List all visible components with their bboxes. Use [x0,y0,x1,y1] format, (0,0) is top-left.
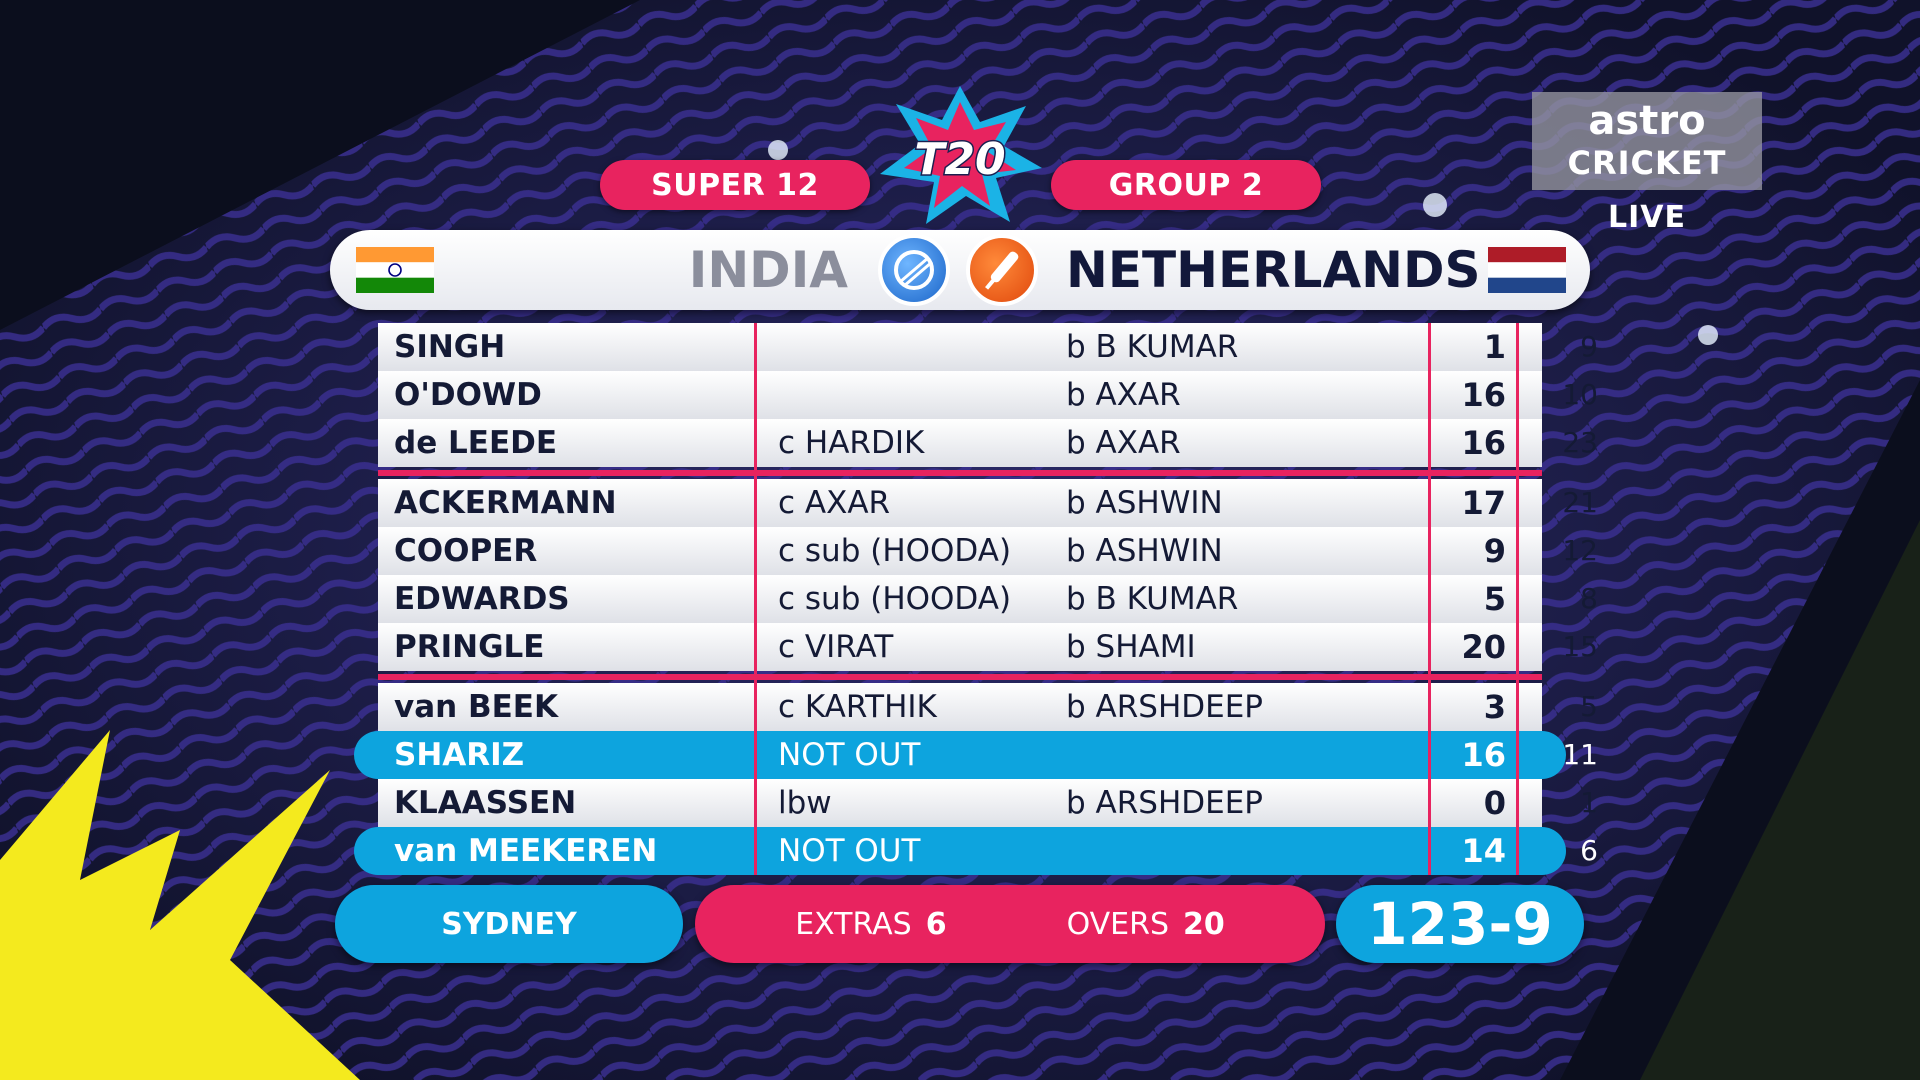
bowler: b ASHWIN [1066,533,1223,569]
runs: 16 [1461,424,1506,462]
batter-row: SINGH b B KUMAR 1 9 [378,323,1598,371]
column-divider [754,323,757,875]
dismissal: c KARTHIK [778,689,937,725]
group-separator [378,467,1542,479]
runs: 20 [1461,628,1506,666]
batter-row: PRINGLE c VIRAT b SHAMI 20 15 [378,623,1598,671]
stage-pill: SUPER 12 [600,160,870,210]
netherlands-team-badge-icon [966,234,1038,306]
broadcaster-brand: astro [1588,98,1706,144]
balls: 8 [1580,582,1598,615]
bowler: b ARSHDEEP [1066,785,1264,821]
venue-pill: SYDNEY [335,885,683,963]
batter-row: de LEEDE c HARDIK b AXAR 16 23 [378,419,1598,467]
team-name-netherlands: NETHERLANDS [1066,241,1481,299]
batter-row: EDWARDS c sub (HOODA) b B KUMAR 5 8 [378,575,1598,623]
broadcaster-channel: CRICKET [1567,144,1727,182]
balls: 21 [1562,486,1598,519]
batter-name: PRINGLE [394,629,545,665]
runs: 3 [1483,688,1506,726]
bowler: b B KUMAR [1066,329,1239,365]
dismissal: c AXAR [778,485,891,521]
bowler: b AXAR [1066,377,1181,413]
broadcaster-bug: astro CRICKET LIVE [1532,92,1762,235]
column-divider [1428,323,1431,875]
batter-name: O'DOWD [394,377,542,413]
runs: 0 [1483,784,1506,822]
batter-name: ACKERMANN [394,485,617,521]
group-pill: GROUP 2 [1051,160,1321,210]
runs: 17 [1461,484,1506,522]
batter-row: O'DOWD b AXAR 16 10 [378,371,1598,419]
dismissal: c VIRAT [778,629,894,665]
batter-row: van BEEK c KARTHIK b ARSHDEEP 3 5 [378,683,1598,731]
dismissal: NOT OUT [778,737,921,773]
team-name-india: INDIA [688,241,848,299]
batter-row: KLAASSEN lbw b ARSHDEEP 0 1 [378,779,1598,827]
balls: 5 [1580,690,1598,723]
team-total: 123-9 [1336,885,1584,963]
bowler: b SHAMI [1066,629,1196,665]
balls: 11 [1562,738,1598,771]
batter-row: ACKERMANN c AXAR b ASHWIN 17 21 [378,479,1598,527]
batter-name: van MEEKEREN [394,833,658,869]
batter-row: van MEEKEREN NOT OUT 14 6 [354,827,1598,875]
netherlands-flag-icon [1488,247,1566,293]
batter-name: EDWARDS [394,581,570,617]
bowler: b AXAR [1066,425,1181,461]
runs: 5 [1483,580,1506,618]
india-team-badge-icon [878,234,950,306]
batter-row: COOPER c sub (HOODA) b ASHWIN 9 12 [378,527,1598,575]
bowler: b B KUMAR [1066,581,1239,617]
extras-label: EXTRAS [795,906,912,942]
batter-name: COOPER [394,533,538,569]
group-separator [378,671,1542,683]
runs: 9 [1483,532,1506,570]
burst-decoration [0,730,360,1080]
overs-value: 20 [1183,906,1225,942]
batter-name: de LEEDE [394,425,558,461]
balls: 9 [1580,330,1598,363]
live-indicator: LIVE [1608,200,1686,235]
extras-overs-pill: EXTRAS 6 OVERS 20 [695,885,1325,963]
balls: 1 [1580,786,1598,819]
runs: 16 [1461,376,1506,414]
batter-name: KLAASSEN [394,785,577,821]
batter-name: SHARIZ [394,737,525,773]
column-divider [1516,323,1519,875]
balls: 6 [1580,834,1598,867]
batting-scorecard: SINGH b B KUMAR 1 9 O'DOWD b AXAR 16 10 de LEEDE… [354,323,1598,875]
dismissal: c sub (HOODA) [778,581,1012,617]
svg-text:T20: T20 [914,134,1005,185]
bowler: b ASHWIN [1066,485,1223,521]
runs: 16 [1461,736,1506,774]
t20-world-cup-logo: T20 [880,86,1042,224]
india-flag-icon [356,247,434,293]
dismissal: NOT OUT [778,833,921,869]
runs: 1 [1483,328,1506,366]
bowler: b ARSHDEEP [1066,689,1264,725]
balls: 23 [1562,426,1598,459]
balls: 10 [1562,378,1598,411]
dismissal: c HARDIK [778,425,925,461]
dismissal: c sub (HOODA) [778,533,1012,569]
dismissal: lbw [778,785,832,821]
teams-bar: INDIA NETHERLANDS [330,230,1590,310]
batter-name: SINGH [394,329,506,365]
balls: 12 [1562,534,1598,567]
runs: 14 [1461,832,1506,870]
extras-value: 6 [925,906,947,942]
balls: 15 [1562,630,1598,663]
batter-row: SHARIZ NOT OUT 16 11 [354,731,1598,779]
batter-name: van BEEK [394,689,558,725]
overs-label: OVERS [1066,906,1170,942]
